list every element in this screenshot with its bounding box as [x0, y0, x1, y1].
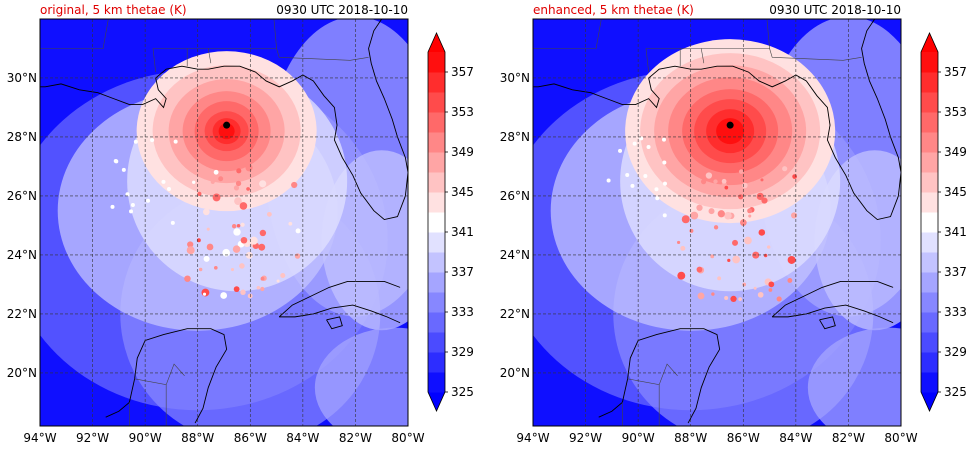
lat-tick-label: 28°N — [7, 130, 37, 144]
colorbar-segment — [921, 332, 938, 353]
lat-tick-label: 24°N — [500, 248, 530, 262]
colorbar-segment — [921, 232, 938, 253]
lon-tick-label: 86°W — [727, 431, 760, 445]
lon-tick-label: 88°W — [181, 431, 214, 445]
colorbar-tick-label: 325 — [451, 385, 474, 399]
map-frame — [532, 18, 902, 427]
lon-tick-label: 86°W — [234, 431, 267, 445]
lon-tick-label: 94°W — [516, 431, 549, 445]
lat-tick-label: 20°N — [7, 366, 37, 380]
map-panel-enhanced: enhanced, 5 km thetae (K) 0930 UTC 2018-… — [500, 3, 918, 445]
lat-tick-label: 26°N — [500, 189, 530, 203]
colorbar-tick-label: 341 — [944, 225, 967, 239]
colorbar-tick-label: 325 — [944, 385, 967, 399]
colorbar-segment — [428, 292, 445, 313]
colorbar-segment — [921, 152, 938, 173]
lon-tick-label: 84°W — [286, 431, 319, 445]
storm-center-marker — [223, 121, 231, 129]
colorbar-tick-label: 329 — [944, 345, 967, 359]
colorbar-segment — [428, 52, 445, 73]
storm-center-marker — [726, 121, 734, 129]
thetae-field — [40, 19, 408, 426]
lon-tick-label: 88°W — [674, 431, 707, 445]
lon-tick-label: 92°W — [569, 431, 602, 445]
thetae-field — [533, 19, 901, 426]
colorbar-segment — [921, 352, 938, 373]
map-panel-original: original, 5 km thetae (K) 0930 UTC 2018-… — [7, 3, 425, 445]
colorbar-segment — [428, 312, 445, 333]
colorbar-tick-label: 349 — [451, 145, 474, 159]
colorbar-tick-label: 329 — [451, 345, 474, 359]
colorbar-segment — [921, 92, 938, 113]
colorbar-segment — [428, 332, 445, 353]
colorbar-segment — [921, 312, 938, 333]
panel-time-original: 0930 UTC 2018-10-10 — [276, 3, 408, 17]
lon-tick-label: 82°W — [832, 431, 865, 445]
colorbar-tick-label: 333 — [944, 305, 967, 319]
lat-tick-label: 24°N — [7, 248, 37, 262]
coastlines — [533, 19, 901, 426]
lat-tick-label: 26°N — [7, 189, 37, 203]
colorbar-tick-label: 353 — [944, 105, 967, 119]
colorbar-segment — [921, 272, 938, 293]
colorbar-segment — [428, 152, 445, 173]
colorbar-segment — [428, 252, 445, 273]
coastlines — [40, 19, 408, 426]
colorbar-tick-label: 341 — [451, 225, 474, 239]
lat-tick-label: 28°N — [500, 130, 530, 144]
panel-time-enhanced: 0930 UTC 2018-10-10 — [769, 3, 901, 17]
colorbar-segment — [428, 272, 445, 293]
colorbar-segment — [428, 92, 445, 113]
lon-tick-label: 90°W — [129, 431, 162, 445]
lat-tick-label: 22°N — [500, 307, 530, 321]
map-frame — [39, 18, 409, 427]
colorbar-segment — [921, 252, 938, 273]
colorbar-segment — [428, 192, 445, 213]
lat-tick-label: 30°N — [500, 71, 530, 85]
colorbar-tick-label: 333 — [451, 305, 474, 319]
colorbar-segment — [921, 372, 938, 393]
colorbar-tick-label: 345 — [944, 185, 967, 199]
colorbar-tick-label: 353 — [451, 105, 474, 119]
lon-tick-label: 94°W — [23, 431, 56, 445]
colorbar-tick-label: 337 — [451, 265, 474, 279]
gridlines — [40, 19, 408, 426]
colorbar-original: 325 329 333 337 341 345 349 353 357 — [427, 32, 474, 412]
lon-tick-label: 84°W — [779, 431, 812, 445]
colorbar-segment — [921, 192, 938, 213]
colorbar-tick-label: 337 — [944, 265, 967, 279]
lon-tick-label: 82°W — [339, 431, 372, 445]
lat-tick-label: 30°N — [7, 71, 37, 85]
lon-tick-label: 80°W — [884, 431, 917, 445]
colorbar-segment — [428, 112, 445, 133]
colorbar-segment — [428, 372, 445, 393]
colorbar-segment — [428, 352, 445, 373]
colorbar-segment — [921, 132, 938, 153]
colorbar-segment — [921, 112, 938, 133]
colorbar-segment — [921, 52, 938, 73]
colorbar-segment — [921, 172, 938, 193]
colorbar-enhanced: 325 329 333 337 341 345 349 353 357 — [920, 32, 967, 412]
colorbar-segment — [428, 172, 445, 193]
colorbar-segment — [428, 132, 445, 153]
colorbar-segment — [921, 72, 938, 93]
panel-title-original: original, 5 km thetae (K) — [40, 3, 187, 17]
colorbar-segment — [921, 292, 938, 313]
lon-tick-label: 90°W — [622, 431, 655, 445]
colorbar-segment — [921, 212, 938, 233]
lon-tick-label: 80°W — [391, 431, 424, 445]
colorbar-segment — [428, 212, 445, 233]
colorbar-tick-label: 357 — [944, 65, 967, 79]
lon-tick-label: 92°W — [76, 431, 109, 445]
lat-tick-label: 20°N — [500, 366, 530, 380]
colorbar-segment — [428, 72, 445, 93]
gridlines — [533, 19, 901, 426]
colorbar-tick-label: 345 — [451, 185, 474, 199]
colorbar-tick-label: 349 — [944, 145, 967, 159]
lat-tick-label: 22°N — [7, 307, 37, 321]
panel-title-enhanced: enhanced, 5 km thetae (K) — [533, 3, 694, 17]
colorbar-tick-label: 357 — [451, 65, 474, 79]
colorbar-segment — [428, 232, 445, 253]
